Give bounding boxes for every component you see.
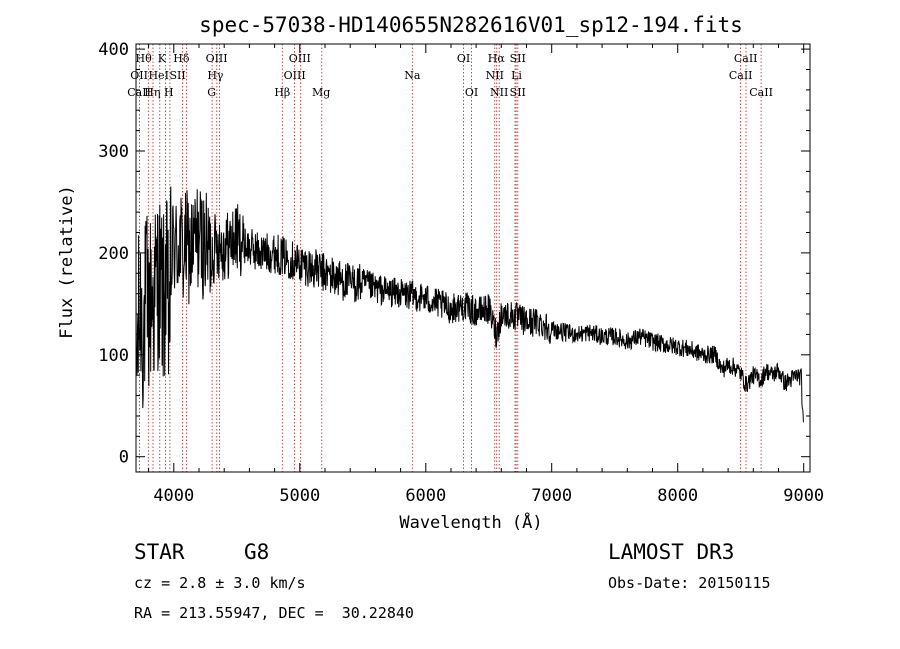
x-tick-label: 4000 bbox=[153, 486, 194, 506]
line-label: Hγ bbox=[207, 69, 224, 82]
line-label: Na bbox=[404, 69, 421, 82]
obs-date: Obs-Date: 20150115 bbox=[608, 574, 771, 592]
y-tick-label: 400 bbox=[98, 40, 129, 60]
line-label: K bbox=[158, 52, 167, 65]
chart-title: spec-57038-HD140655N282616V01_sp12-194.f… bbox=[199, 13, 743, 37]
line-label: OI bbox=[465, 86, 478, 99]
spectrum-line bbox=[135, 186, 804, 423]
line-label: OII bbox=[130, 69, 148, 82]
x-axis-ticks: 4000 5000 6000 7000 8000 9000 bbox=[148, 44, 824, 506]
x-tick-label: 8000 bbox=[657, 486, 698, 506]
line-label: Hα bbox=[488, 52, 506, 65]
y-tick-label: 200 bbox=[98, 244, 129, 264]
x-tick-label: 9000 bbox=[783, 486, 824, 506]
y-tick-label: 100 bbox=[98, 346, 129, 366]
line-label: NII bbox=[490, 86, 508, 99]
object-class: STAR bbox=[134, 540, 185, 564]
y-tick-label: 300 bbox=[98, 142, 129, 162]
line-label: SII bbox=[510, 52, 526, 65]
line-label: OIII bbox=[206, 52, 228, 65]
line-label: HeI bbox=[148, 69, 168, 82]
line-label: Hδ bbox=[173, 52, 190, 65]
spectrum-chart: spec-57038-HD140655N282616V01_sp12-194.f… bbox=[57, 13, 824, 530]
line-label: CaII bbox=[734, 52, 758, 65]
line-label: H bbox=[164, 86, 174, 99]
survey-name: LAMOST DR3 bbox=[608, 540, 735, 564]
x-tick-label: 5000 bbox=[279, 486, 320, 506]
object-subclass: G8 bbox=[244, 540, 270, 564]
line-label: CaII bbox=[127, 86, 151, 99]
line-label: NII bbox=[486, 69, 504, 82]
line-label: Mg bbox=[312, 86, 330, 99]
x-axis-label: Wavelength (Å) bbox=[399, 511, 542, 530]
line-label: Hβ bbox=[274, 86, 290, 99]
plot-frame bbox=[135, 43, 811, 473]
coordinates: RA = 213.55947, DEC = 30.22840 bbox=[134, 604, 414, 622]
line-label: OIII bbox=[289, 52, 311, 65]
line-label: CaII bbox=[729, 69, 753, 82]
line-label: CaII bbox=[749, 86, 773, 99]
y-axis-label: Flux (relative) bbox=[57, 185, 77, 339]
line-label: SII bbox=[169, 69, 185, 82]
y-tick-label: 0 bbox=[119, 448, 129, 468]
redshift-text: cz = 2.8 ± 3.0 km/s bbox=[134, 574, 306, 592]
line-label: Hη bbox=[144, 86, 160, 99]
line-label: SII bbox=[510, 86, 526, 99]
y-axis-ticks: 0 100 200 300 400 bbox=[98, 40, 810, 468]
line-label: G bbox=[207, 86, 216, 99]
x-tick-label: 7000 bbox=[531, 486, 572, 506]
line-label: OI bbox=[457, 52, 470, 65]
x-tick-label: 6000 bbox=[405, 486, 446, 506]
line-label: Hθ bbox=[135, 52, 152, 65]
line-label: Li bbox=[511, 69, 522, 82]
line-label: OIII bbox=[284, 69, 306, 82]
